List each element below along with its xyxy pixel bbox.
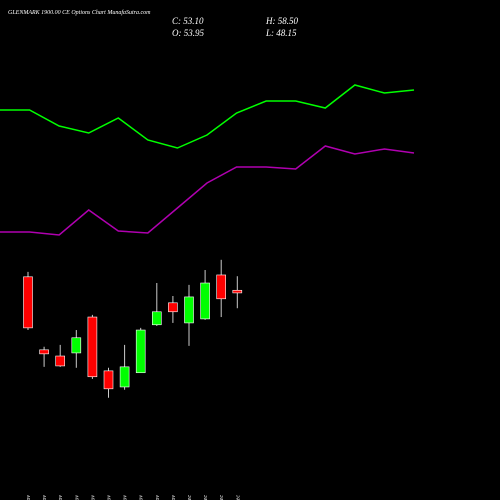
candle-body <box>71 337 82 354</box>
x-tick-label: 24 Nov <box>106 495 113 500</box>
x-tick-label: 27 Nov <box>155 495 161 500</box>
candle-body <box>152 311 162 326</box>
x-tick-label: 17 Nov <box>26 495 32 500</box>
x-tick-label: 21 Nov <box>90 495 96 500</box>
candle-body <box>103 370 114 390</box>
x-tick-label: 20 Nov <box>74 495 80 500</box>
candle-body <box>39 349 49 355</box>
x-tick-label: 18 Nov <box>42 495 48 500</box>
x-tick-label: 02 Dec <box>203 495 209 500</box>
x-tick-label: 26 Nov <box>139 495 145 500</box>
candle-body <box>119 366 130 388</box>
x-tick-label: 01 Dec <box>187 495 193 500</box>
x-tick-label: 03 Dec <box>219 495 225 500</box>
indicator-line <box>0 145 415 236</box>
candle-body <box>232 289 243 294</box>
candle-body <box>184 296 194 324</box>
candle-body <box>135 329 146 374</box>
close-label: C: 53.10 <box>172 16 204 26</box>
candle-body <box>55 355 66 367</box>
chart-title: GLENMARK 1900.00 CE Options Chart Munafa… <box>8 9 151 16</box>
open-label: O: 53.95 <box>172 28 204 38</box>
candle-body <box>216 274 226 300</box>
candle-body <box>87 316 98 378</box>
x-tick-label: 28 Nov <box>171 495 177 500</box>
x-tick-label: 04 Dec <box>234 495 241 500</box>
x-tick-label: 19 Nov <box>58 495 64 500</box>
high-label: H: 58.50 <box>265 16 298 26</box>
candle-body <box>23 276 33 329</box>
indicator-line <box>0 84 415 149</box>
candle-body <box>168 302 178 313</box>
x-tick-label: 25 Nov <box>123 495 129 500</box>
low-label: L: 48.15 <box>265 28 297 38</box>
candle-body <box>200 282 210 320</box>
